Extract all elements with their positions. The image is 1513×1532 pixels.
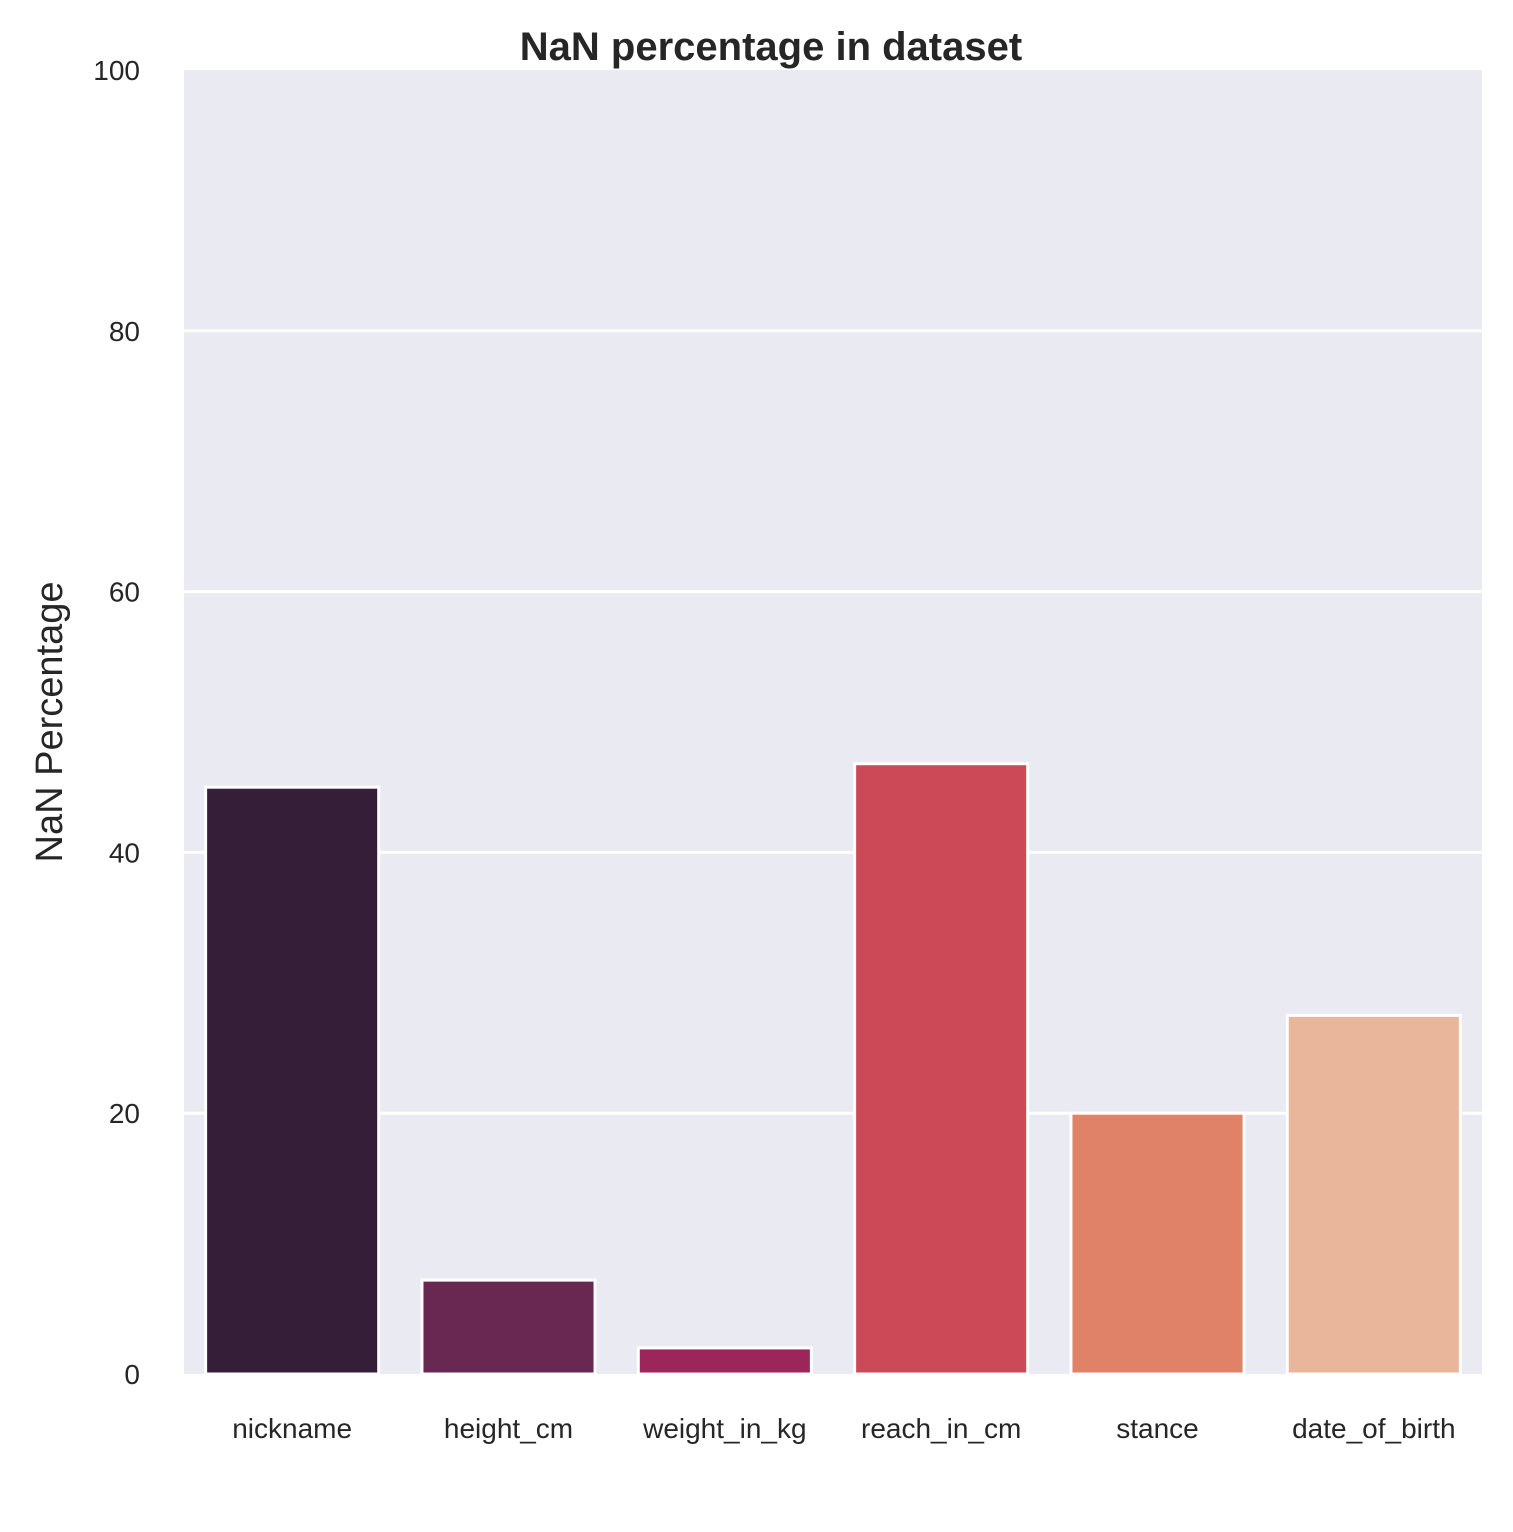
x-tick-label: height_cm [444,1413,573,1444]
y-tick-label: 80 [109,316,140,347]
bar-stance [1069,1111,1246,1376]
grid-lines [184,329,1482,1115]
y-tick-label: 0 [124,1359,140,1390]
y-tick-label: 20 [109,1098,140,1129]
x-tick-label: date_of_birth [1292,1413,1455,1444]
bar-reach-in-cm [853,762,1030,1376]
y-tick-labels: 0 20 40 60 80 100 [93,55,140,1390]
plot-area [184,70,1482,1374]
x-tick-label: stance [1116,1413,1199,1444]
y-axis-label: NaN Percentage [29,582,71,863]
x-tick-label: weight_in_kg [642,1413,806,1444]
bar-date-of-birth [1285,1013,1462,1376]
y-tick-label: 40 [109,837,140,868]
y-tick-label: 60 [109,577,140,608]
x-tick-labels: nickname height_cm weight_in_kg reach_in_cm… [232,1413,1455,1444]
bars [204,762,1462,1376]
bar-height-cm [420,1278,597,1376]
x-tick-label: nickname [232,1413,352,1444]
chart-title: NaN percentage in dataset [520,25,1022,69]
x-tick-label: reach_in_cm [861,1413,1021,1444]
bar-nickname [204,785,381,1376]
y-tick-label: 100 [93,55,140,86]
bar-weight-in-kg [636,1346,813,1376]
